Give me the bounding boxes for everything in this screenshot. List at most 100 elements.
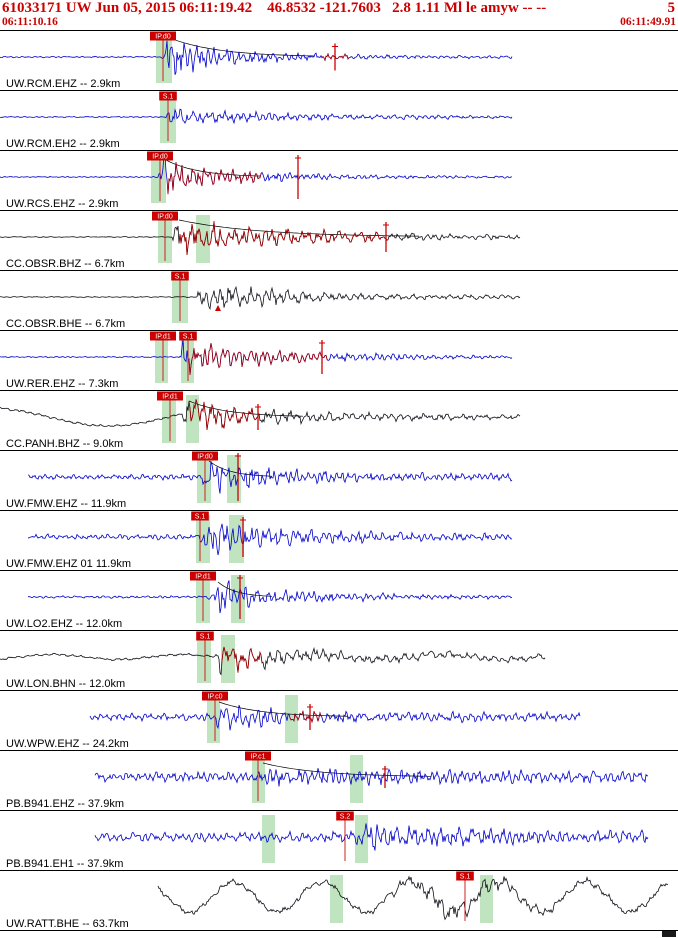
phase-window-band <box>155 335 168 383</box>
pick-flag-box <box>336 811 354 821</box>
pick-flag-label: IP.d0 <box>155 34 171 41</box>
pick-flag-label: IP.c0 <box>207 694 222 701</box>
pick-flag[interactable]: IP.d0 <box>147 151 173 202</box>
pick-flag[interactable]: S.2 <box>336 811 354 862</box>
waveform-overlay-red <box>321 52 351 62</box>
trace-label: UW.FMW.EHZ -- 11.9km <box>6 498 127 510</box>
pick-flag-box <box>191 511 209 521</box>
pick-flag[interactable]: IP.d1 <box>150 331 176 382</box>
phase-window-band <box>186 395 199 443</box>
event-summary-right: 5 <box>667 0 676 16</box>
pick-flag-label: S.1 <box>200 634 211 641</box>
pick-flag-label: S.1 <box>175 274 186 281</box>
trace-panels: IP.d0 UW.RCM.EHZ -- 2.9km S.1 UW.RCM.EH2 --… <box>0 30 678 931</box>
pick-flag-label: S.1 <box>163 94 174 101</box>
trace-panel[interactable]: S.1 UW.FMW.EHZ 01 11.9km <box>0 511 678 571</box>
pick-flag[interactable]: IP.d0 <box>150 31 176 82</box>
pick-triangle-marker[interactable] <box>215 305 221 311</box>
trace-panel[interactable]: IP.d1 UW.LO2.EHZ -- 12.0km <box>0 571 678 631</box>
pick-flag[interactable]: S.1 <box>171 271 189 322</box>
pick-flag-label: S.2 <box>340 814 351 821</box>
pick-flag-box <box>150 31 176 41</box>
waveform-canvas: IP.c1 <box>94 751 648 803</box>
pick-flag-box <box>202 691 228 701</box>
pick-flag-box <box>179 331 197 341</box>
waveform-trace <box>0 285 521 311</box>
trace-panel[interactable]: IP.d1 S.1 UW.RER.EHZ -- 7.3km <box>0 331 678 391</box>
waveform-overlay-red <box>221 646 263 673</box>
trace-label: PB.B941.EHZ -- 37.9km <box>6 798 124 810</box>
waveform-trace <box>0 108 513 125</box>
pick-flag[interactable]: IP.c1 <box>245 751 271 802</box>
pick-flag-box <box>245 751 271 761</box>
waveform-trace <box>0 399 521 431</box>
trace-panel[interactable]: IP.c0 UW.WPW.EHZ -- 24.2km <box>0 691 678 751</box>
trace-panel[interactable]: S.1 UW.LON.BHN -- 12.0km <box>0 631 678 691</box>
phase-window-band <box>285 695 298 743</box>
trace-panel[interactable]: IP.d1 CC.PANH.BHZ -- 9.0km <box>0 391 678 451</box>
waveform-canvas: S.1 <box>27 511 513 563</box>
waveform-trace <box>0 338 513 376</box>
header-bar: 61033171 UW Jun 05, 2015 06:11:19.42 46.… <box>0 0 678 16</box>
pick-flag[interactable]: IP.d1 <box>157 391 183 442</box>
trace-panel[interactable]: IP.d0 UW.RCS.EHZ -- 2.9km <box>0 151 678 211</box>
waveform-canvas: S.1 <box>0 271 521 323</box>
phase-window-band <box>480 875 493 923</box>
coda-decay-curve <box>166 36 315 57</box>
trace-label: UW.RCS.EHZ -- 2.9km <box>6 198 119 210</box>
trace-panel[interactable]: S.1 UW.RATT.BHE -- 63.7km <box>0 871 678 931</box>
pick-flag-box <box>190 571 216 581</box>
pick-flag-box <box>192 451 218 461</box>
trace-label: UW.RCM.EH2 -- 2.9km <box>6 138 120 150</box>
pick-flag-box <box>147 151 173 161</box>
waveform-trace <box>157 875 669 921</box>
waveform-trace <box>0 40 513 75</box>
pick-flag-label: IP.c1 <box>250 754 265 761</box>
pick-flag[interactable]: S.1 <box>159 91 177 142</box>
trace-panel[interactable]: IP.c1 PB.B941.EHZ -- 37.9km <box>0 751 678 811</box>
waveform-overlay-red <box>188 343 329 376</box>
pick-flag[interactable]: S.1 <box>179 331 197 382</box>
pick-flag[interactable]: IP.d0 <box>192 451 218 502</box>
pick-flag-label: IP.d0 <box>152 154 168 161</box>
phase-window-band <box>197 635 211 683</box>
coda-decay-curve <box>163 158 260 177</box>
waveform-canvas: S.1 <box>0 91 513 143</box>
phase-window-band <box>151 155 166 203</box>
trace-panel[interactable]: IP.d0 UW.FMW.EHZ -- 11.9km <box>0 451 678 511</box>
pick-flag[interactable]: S.1 <box>456 871 474 922</box>
pick-flag-label: S.1 <box>183 334 194 341</box>
pick-flag[interactable]: S.1 <box>196 631 214 682</box>
pick-flag[interactable]: IP.d0 <box>152 211 178 262</box>
pick-flag-label: S.1 <box>460 874 471 881</box>
phase-window-band <box>196 215 210 263</box>
pick-flag[interactable]: S.1 <box>191 511 209 562</box>
trace-label: PB.B941.EH1 -- 37.9km <box>6 858 124 870</box>
pick-flag[interactable]: IP.d1 <box>190 571 216 622</box>
pick-flag[interactable]: IP.c0 <box>202 691 228 742</box>
trace-panel[interactable]: IP.d0 CC.OBSR.BHZ -- 6.7km <box>0 211 678 271</box>
trace-panel[interactable]: S.2 PB.B941.EH1 -- 37.9km <box>0 811 678 871</box>
trace-label: UW.RER.EHZ -- 7.3km <box>6 378 119 390</box>
waveform-canvas: S.1 <box>0 631 546 683</box>
resize-grip[interactable] <box>662 931 676 937</box>
trace-panel[interactable]: S.1 CC.OBSR.BHE -- 6.7km <box>0 271 678 331</box>
waveform-overlay-red <box>288 710 322 724</box>
coda-decay-curve <box>178 219 419 237</box>
waveform-canvas: IP.d0 <box>0 151 512 203</box>
waveform-trace <box>94 823 649 851</box>
pick-flag-box <box>157 391 183 401</box>
waveform-canvas: IP.c0 <box>89 691 581 743</box>
pick-flag-label: IP.d1 <box>155 334 171 341</box>
pick-flag-label: IP.d1 <box>162 394 178 401</box>
coda-decay-curve <box>188 400 304 417</box>
trace-label: UW.LO2.EHZ -- 12.0km <box>6 618 123 630</box>
phase-window-band <box>355 815 368 863</box>
waveform-trace <box>94 768 648 787</box>
trace-panel[interactable]: S.1 UW.RCM.EH2 -- 2.9km <box>0 91 678 151</box>
trace-panel[interactable]: IP.d0 UW.RCM.EHZ -- 2.9km <box>0 31 678 91</box>
waveform-overlay-red <box>167 162 263 195</box>
phase-window-band <box>207 695 220 743</box>
waveform-canvas: S.2 <box>94 811 649 863</box>
